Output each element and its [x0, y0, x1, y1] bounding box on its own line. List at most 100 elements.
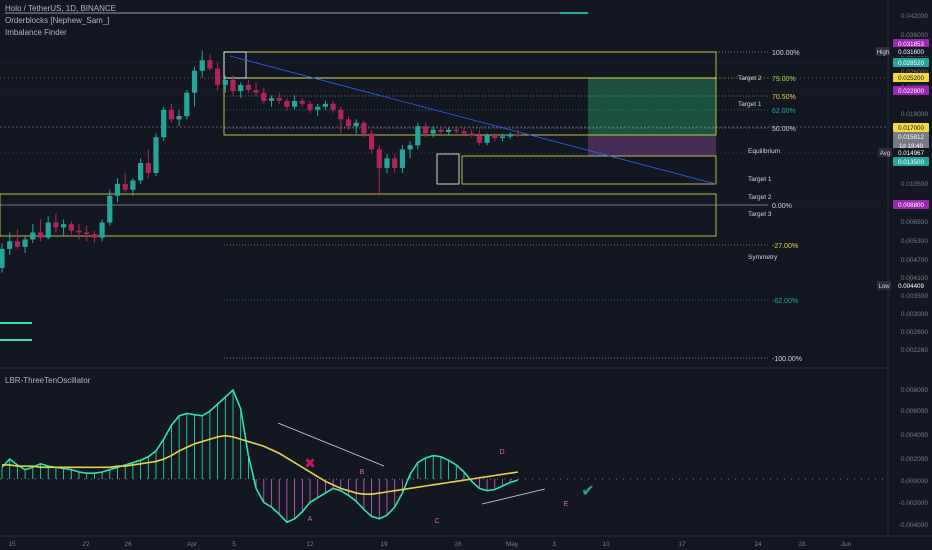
candle-body [130, 180, 136, 190]
price-label: 0.004409 [898, 283, 924, 290]
time-axis-tick: 12 [306, 541, 314, 548]
indicator-imbalance-finder[interactable]: Imbalance Finder [5, 28, 67, 37]
osc-axis-tick: 0.006000 [901, 408, 928, 415]
price-axis-tick: 0.004700 [901, 257, 928, 264]
time-axis-tick: May [506, 541, 519, 548]
candle-body [176, 116, 182, 120]
price-label: 0.013500 [898, 159, 924, 166]
price-label-bg [893, 47, 929, 56]
fib-label-2: 70.50% [772, 94, 796, 101]
time-axis-tick: Apr [187, 541, 198, 548]
price-tag: Low [878, 284, 890, 290]
orderblock-box-4 [436, 153, 460, 185]
osc-point-label-0: A [308, 516, 313, 523]
candle-body [138, 162, 144, 181]
candle-body [338, 109, 344, 120]
candle-body [245, 84, 251, 91]
candle-body [76, 230, 82, 233]
check-mark: ✔ [581, 483, 594, 500]
candle-body [122, 183, 128, 190]
fib-label-3: 62.00% [772, 108, 796, 115]
price-tag: High [877, 50, 889, 56]
candle-body [153, 137, 159, 173]
candle-body [91, 234, 97, 238]
osc-point-label-2: C [434, 518, 439, 525]
price-axis-tick: 0.042000 [901, 13, 928, 20]
price-axis-tick: 0.002260 [901, 347, 928, 354]
candle-body [114, 183, 121, 196]
candle-body [315, 106, 321, 110]
candle-body [184, 92, 190, 117]
candle-body [446, 129, 452, 132]
indicator-orderblocks[interactable]: Orderblocks [Nephew_Sam_] [5, 16, 110, 25]
price-label: 0.022800 [898, 88, 924, 95]
harmonic-label-6: Symmetry [748, 254, 778, 261]
candle-body [461, 131, 467, 134]
osc-axis-tick: -0.002000 [899, 500, 929, 507]
time-axis-tick: 26 [124, 541, 132, 548]
price-label: 0.031600 [898, 49, 924, 56]
time-axis-tick: 22 [82, 541, 90, 548]
candle-body [499, 136, 506, 139]
time-axis-tick: 15 [8, 541, 16, 548]
candle-body [292, 100, 298, 107]
price-label-bg [893, 141, 929, 150]
candle-body [14, 241, 20, 247]
harmonic-label-1: Target 1 [738, 101, 762, 108]
price-label: 0.014967 [898, 150, 924, 157]
price-label-bg [893, 281, 929, 290]
candle-body [53, 222, 59, 228]
candle-body [345, 119, 352, 127]
time-axis-tick: 17 [678, 541, 686, 548]
orderblock-box-5 [223, 51, 247, 79]
osc-axis-tick: -0.004000 [899, 522, 929, 529]
osc-axis-tick: 0.004000 [901, 432, 928, 439]
price-label-bg [893, 148, 929, 157]
divergence-arrow-down [277, 422, 385, 467]
harmonic-label-0: Target 2 [738, 75, 762, 82]
candle-body [307, 103, 313, 110]
time-axis-tick: 19 [380, 541, 388, 548]
price-label-bg [893, 157, 929, 166]
price-tag-bg [877, 281, 891, 290]
price-label-bg [893, 73, 929, 82]
price-label: 0.015812 [898, 134, 924, 141]
candle-body [37, 232, 44, 238]
price-axis-tick: 0.004100 [901, 275, 928, 282]
candle-body [507, 134, 513, 137]
candle-body [299, 100, 305, 104]
candle-body [330, 103, 336, 110]
candle-body [369, 133, 375, 150]
candle-body [484, 134, 490, 143]
candle-body [469, 133, 475, 136]
divergence-arrow-up [481, 488, 546, 505]
time-axis-tick: 24 [754, 541, 762, 548]
candle-body [61, 224, 67, 228]
price-axis-tick: 0.019000 [901, 111, 928, 118]
candle-body [492, 134, 498, 139]
orderblock-box-2 [461, 155, 717, 185]
time-axis-tick: 3 [552, 541, 556, 548]
candle-body [407, 145, 413, 150]
trend-line [229, 55, 717, 185]
candle-body [207, 60, 213, 69]
candle-body [199, 60, 205, 71]
harmonic-label-4: Target 2 [748, 194, 772, 201]
time-axis-tick: 26 [454, 541, 462, 548]
price-tag: Avg [880, 151, 890, 157]
price-label: 0.025200 [898, 75, 924, 82]
orderblock-box-3 [0, 193, 717, 237]
candle-body [430, 129, 436, 134]
time-axis-tick: 5 [232, 541, 236, 548]
time-axis-tick: Jun [841, 541, 852, 548]
osc-point-label-1: B [360, 469, 365, 476]
candle-body [384, 158, 390, 168]
target-zone [588, 78, 716, 136]
candle-body [7, 241, 13, 249]
candle-body [45, 222, 51, 238]
price-axis-tick: 0.036000 [901, 32, 928, 39]
price-label-bg [893, 132, 929, 141]
candle-body [161, 109, 167, 138]
oscillator-title[interactable]: LBR-ThreeTenOscillator [5, 376, 91, 385]
